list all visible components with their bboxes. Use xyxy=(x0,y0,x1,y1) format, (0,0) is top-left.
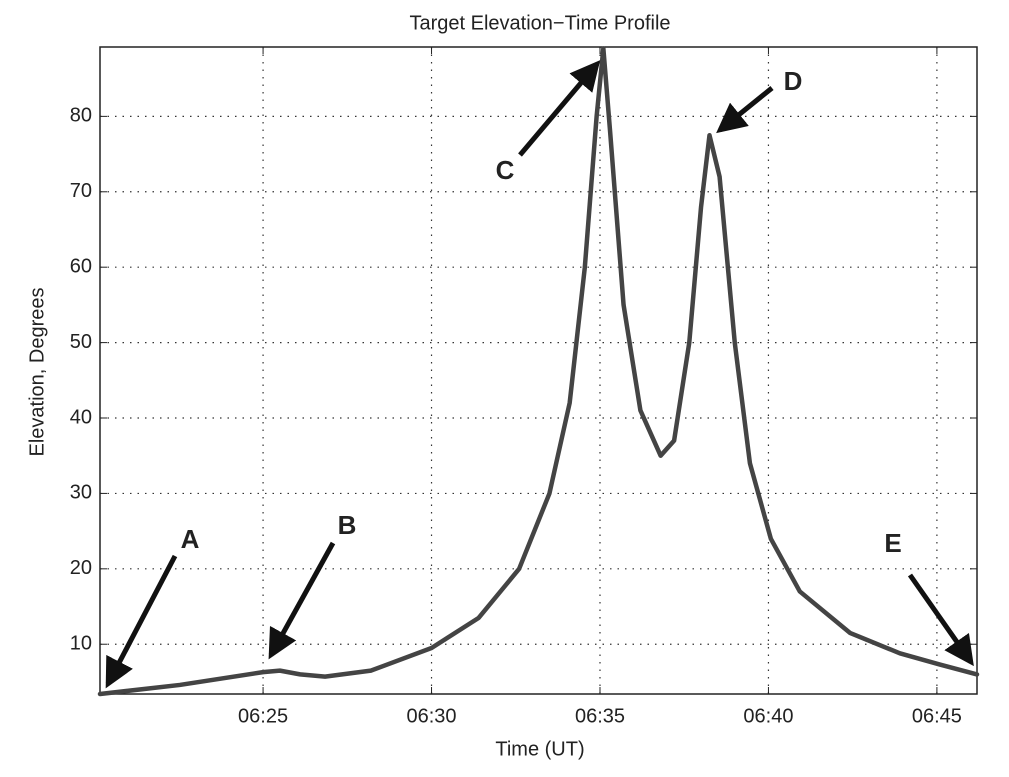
plot-area xyxy=(99,46,978,695)
y-tick-label: 60 xyxy=(70,255,92,277)
y-tick-label: 40 xyxy=(70,406,92,428)
y-tick-label: 50 xyxy=(70,331,92,353)
y-axis-label: Elevation, Degrees xyxy=(26,288,48,457)
arrow xyxy=(268,541,336,660)
annotation: E xyxy=(884,528,901,558)
y-tick-label: 80 xyxy=(70,105,92,127)
arrow xyxy=(105,554,178,689)
x-tick-label: 06:35 xyxy=(575,705,625,727)
annotation: B xyxy=(338,510,357,540)
y-tick-label: 30 xyxy=(70,482,92,504)
y-tick-label: 10 xyxy=(70,633,92,655)
y-tick-label: 70 xyxy=(70,180,92,202)
x-tick-label: 06:25 xyxy=(238,705,288,727)
x-tick-label: 06:40 xyxy=(743,705,793,727)
x-tick-label: 06:45 xyxy=(912,705,962,727)
annotation: D xyxy=(784,66,803,96)
arrow xyxy=(518,60,601,157)
arrow xyxy=(716,86,774,134)
data-line xyxy=(97,46,980,697)
marks: 10 20 30 40 50 60 70 80 06:25 06:30 06:35 06:40 06:4… xyxy=(70,46,980,727)
annotation: A xyxy=(181,524,200,554)
y-tick-label: 20 xyxy=(70,557,92,579)
arrow xyxy=(907,573,974,667)
x-tick-label: 06:30 xyxy=(406,705,456,727)
x-axis-label: Time (UT) xyxy=(495,738,584,760)
annotations: A B C D E xyxy=(105,60,974,689)
annotation: C xyxy=(496,155,515,185)
chart-title: Target Elevation−Time Profile xyxy=(409,12,670,34)
